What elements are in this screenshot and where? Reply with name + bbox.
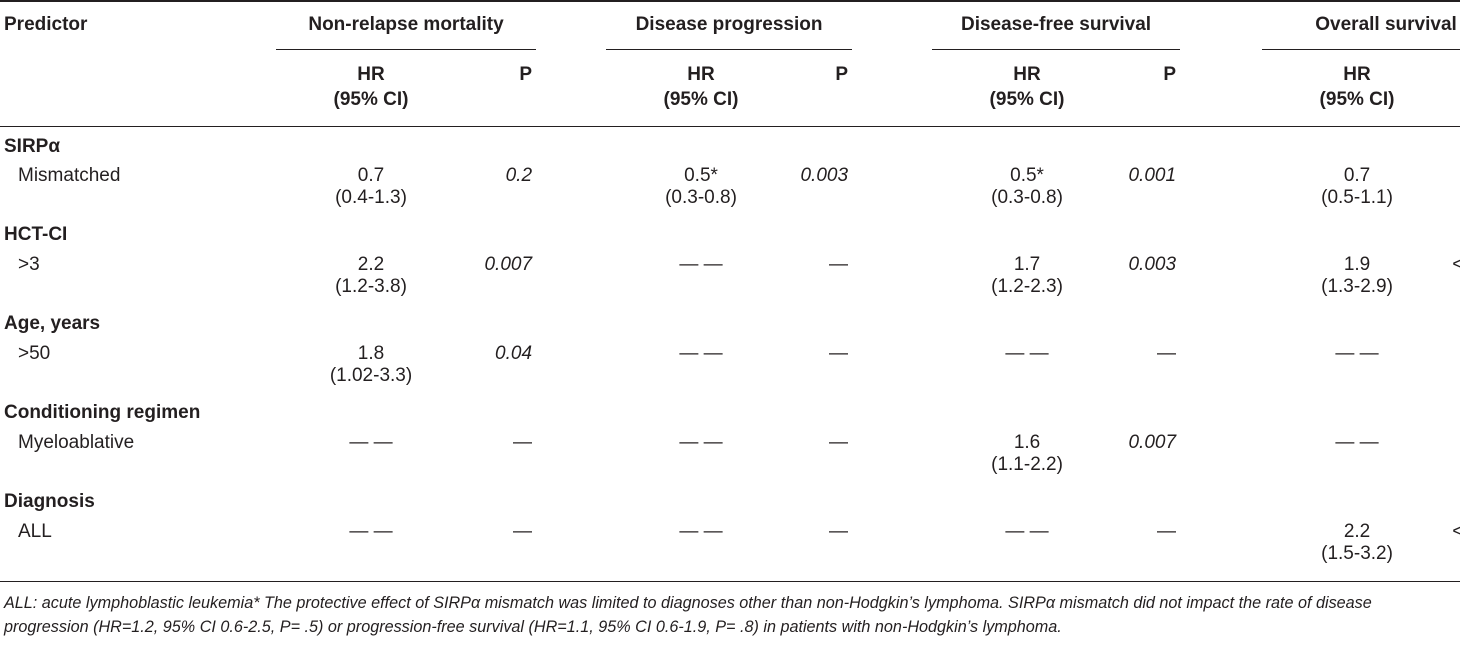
hr-cell: 0.7 (0.5-1.1): [1321, 165, 1393, 208]
category-hct-ci: HCT-CI: [4, 224, 68, 245]
p-value-cell: —: [1452, 343, 1460, 393]
hr-header: HR (95% CI): [1319, 64, 1395, 110]
p-value-cell: 0.007: [484, 254, 533, 275]
p-value-cell: 0.04: [495, 343, 533, 364]
hr-cell: — —: [679, 343, 723, 364]
hr-cell: 1.9 (1.3-2.9): [1321, 254, 1393, 297]
hr-cell: 0.5* (0.3-0.8): [665, 165, 737, 208]
p-value-cell: —: [829, 521, 849, 542]
group-header-overall-survival: Overall survival: [1262, 0, 1460, 50]
hr-cell: 2.2 (1.5-3.2): [1321, 521, 1393, 564]
table-footnote: ALL: acute lymphoblastic leukemia* The p…: [4, 594, 1372, 636]
hr-cell: — —: [1335, 432, 1379, 453]
hr-cell: 2.2 (1.2-3.8): [335, 254, 407, 297]
hr-cell: 1.6 (1.1-2.2): [991, 432, 1063, 475]
row-label: >3: [18, 254, 40, 275]
group-header-disease-progression: Disease progression: [606, 0, 853, 50]
category-diagnosis: Diagnosis: [4, 491, 95, 512]
hr-cell: — —: [679, 254, 723, 275]
hr-cell: — —: [1005, 343, 1049, 364]
table-row: ALL — — — — — — — — — 2.2(1.5-3.2) <0.001: [0, 521, 1460, 582]
hr-cell: 0.7 (0.4-1.3): [335, 165, 407, 208]
table-row: Myeloablative — — — — — — 1.6 (1.1-2.2) 0.007 — …: [0, 432, 1460, 482]
p-value-cell: 0.003: [800, 165, 849, 186]
p-value-cell: 0.003: [1128, 254, 1177, 275]
group-header-disease-free-survival: Disease-free survival: [932, 0, 1181, 50]
p-value-cell: 0.007: [1128, 432, 1177, 453]
p-value-cell: —: [1157, 343, 1177, 364]
p-value-cell: —: [513, 432, 533, 453]
row-label: ALL: [18, 521, 52, 542]
p-value-cell: —: [829, 343, 849, 364]
p-value-cell: 0.2: [505, 165, 533, 186]
hr-cell: — —: [679, 521, 723, 542]
p-value-cell: —: [1157, 521, 1177, 542]
hr-cell: — —: [349, 432, 393, 453]
hr-cell: — —: [679, 432, 723, 453]
table-row: Mismatched 0.7 (0.4-1.3) 0.2 0.5* (0.3-0.8) 0.…: [0, 165, 1460, 215]
row-label: >50: [18, 343, 51, 364]
predictor-header: Predictor: [4, 14, 88, 35]
category-age-years: Age, years: [4, 313, 101, 334]
p-header: P: [1452, 50, 1460, 126]
hr-header: HR (95% CI): [989, 64, 1065, 110]
hr-cell: 1.7 (1.2-2.3): [991, 254, 1063, 297]
hr-cell: 1.8 (1.02-3.3): [329, 343, 413, 386]
p-value-cell: 0.001: [1128, 165, 1177, 186]
table-row: >3 2.2 (1.2-3.8) 0.007 — — — 1.7 (1.2-2.3) 0.003…: [0, 254, 1460, 304]
p-value-cell: <0.001: [1452, 254, 1460, 304]
p-value-cell: —: [513, 521, 533, 542]
p-header: P: [1163, 64, 1177, 85]
p-value-cell: —: [1452, 432, 1460, 482]
row-label: Myeloablative: [18, 432, 135, 453]
hr-cell: — —: [349, 521, 393, 542]
table-row: >50 1.8(1.02-3.3) 0.04 — — — — — — — — —: [0, 343, 1460, 393]
hr-cell: — —: [1005, 521, 1049, 542]
p-value-cell: —: [829, 432, 849, 453]
table-top-rule: [0, 0, 1460, 2]
subheader-row: HR (95% CI) P HR (95% CI) P HR (95% CI) P H…: [0, 50, 1460, 126]
hr-cell: — —: [1335, 343, 1379, 364]
p-header: P: [835, 64, 849, 85]
category-sirp: SIRPα: [4, 135, 61, 157]
hr-cell: 0.5* (0.3-0.8): [991, 165, 1063, 208]
group-header-non-relapse-mortality: Non-relapse mortality: [276, 0, 537, 50]
category-conditioning-regimen: Conditioning regimen: [4, 402, 201, 423]
hr-header: HR (95% CI): [333, 64, 409, 110]
row-label: Mismatched: [18, 165, 121, 186]
hr-header: HR (95% CI): [663, 64, 739, 110]
p-value-cell: 0.1: [1452, 165, 1460, 215]
p-value-cell: —: [829, 254, 849, 275]
results-table: Predictor Non-relapse mortality Disease …: [0, 0, 1460, 582]
p-value-cell: <0.001: [1452, 521, 1460, 582]
p-header: P: [519, 64, 533, 85]
